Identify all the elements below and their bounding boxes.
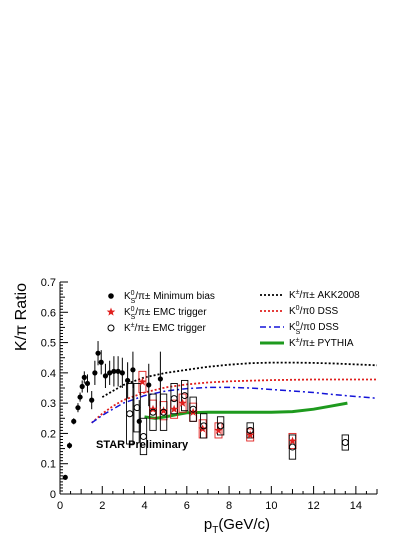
data-point-open-circle xyxy=(217,422,225,430)
legend-label: K0 S/π± Minimum bias xyxy=(124,290,215,305)
x-tick-label: 10 xyxy=(265,500,277,512)
data-point-filled-circle xyxy=(136,418,142,424)
data-point-star xyxy=(159,406,168,415)
data-point-open-circle xyxy=(139,432,147,440)
data-point-star xyxy=(178,398,187,407)
systematic-box xyxy=(138,370,147,393)
curve-dotted-line xyxy=(101,361,378,398)
legend-marker-open-circle xyxy=(107,324,115,332)
y-tick-label: 0.5 xyxy=(41,338,56,350)
systematic-box xyxy=(178,393,187,413)
data-point-filled-circle xyxy=(157,376,163,382)
y-tick-label: 0.1 xyxy=(41,459,56,471)
legend-label: K±/π± EMC trigger xyxy=(124,322,206,334)
y-tick-label: 0 xyxy=(50,489,56,501)
data-point-star xyxy=(169,404,179,413)
data-point-open-circle xyxy=(341,439,349,447)
data-point-filled-circle xyxy=(77,394,83,400)
x-tick-label: 14 xyxy=(350,500,362,512)
data-point-open-circle xyxy=(189,405,197,413)
y-tick-label: 0.2 xyxy=(41,428,56,440)
x-tick-label: 0 xyxy=(57,500,63,512)
systematic-box xyxy=(214,422,223,439)
data-point-filled-circle xyxy=(89,397,95,403)
legend-label: K±/π± PYTHIA xyxy=(289,337,354,349)
data-point-open-circle xyxy=(149,408,157,416)
data-point-filled-circle xyxy=(102,373,109,379)
x-tick-label: 12 xyxy=(307,500,319,512)
y-tick-label: 0.7 xyxy=(41,277,56,289)
x-tick-label: 8 xyxy=(226,500,232,512)
legend-marker-filled-circle xyxy=(108,293,114,299)
curve-solid-line xyxy=(144,401,348,420)
data-point-open-circle xyxy=(133,404,141,412)
y-tick-label: 0.6 xyxy=(41,307,56,319)
data-point-filled-circle xyxy=(62,474,68,480)
plot-area: 0 2 4 6 8 10 12 14 0 0.1 0.2 0.3 0.4 0.5 0.6 0.7 pT(GeV/… xyxy=(13,277,378,536)
chart-annotation: STAR Preliminary xyxy=(96,439,189,451)
data-point-open-circle xyxy=(200,422,208,430)
data-point-open-circle xyxy=(246,426,254,434)
legend-label: K0 S/π± EMC trigger xyxy=(124,306,207,321)
data-point-open-circle xyxy=(126,410,134,418)
y-tick-label: 0.4 xyxy=(41,368,56,380)
data-point-filled-circle xyxy=(125,377,131,384)
legend-label: K0 S/π0 DSS xyxy=(289,321,339,336)
legend-marker-star xyxy=(106,307,116,316)
data-point-open-circle xyxy=(160,408,168,416)
data-point-filled-circle xyxy=(71,418,77,424)
data-point-filled-circle xyxy=(81,374,87,380)
data-point-filled-circle xyxy=(79,383,85,390)
data-point-filled-circle xyxy=(75,405,81,411)
data-point-filled-circle xyxy=(111,368,117,374)
data-point-star xyxy=(138,377,147,386)
x-tick-label: 4 xyxy=(141,500,147,512)
data-point-filled-circle xyxy=(107,370,113,376)
x-tick-label: 2 xyxy=(99,500,105,512)
data-point-star xyxy=(214,425,223,434)
data-point-filled-circle xyxy=(146,382,152,388)
curve-dashdot-line xyxy=(91,386,378,424)
legend-label: K0/π0 DSS xyxy=(289,305,338,317)
data-point-filled-circle xyxy=(66,442,73,449)
data-point-open-circle xyxy=(181,392,189,400)
data-point-filled-circle xyxy=(92,370,98,376)
data-point-star xyxy=(288,436,297,445)
data-point-filled-circle xyxy=(115,368,121,374)
data-point-open-circle xyxy=(288,443,296,451)
data-point-filled-circle xyxy=(130,367,136,373)
y-axis-title: K/π Ratio xyxy=(13,283,30,351)
x-axis-title: pT(GeV/c) xyxy=(204,516,270,536)
y-tick-label: 0.3 xyxy=(41,398,56,410)
data-point-filled-circle xyxy=(84,380,91,387)
data-point-open-circle xyxy=(170,395,178,403)
legend-label: K±/π± AKK2008 xyxy=(289,289,360,301)
curve-dotted-line xyxy=(91,378,377,424)
x-tick-label: 6 xyxy=(184,500,190,512)
data-point-filled-circle xyxy=(119,370,125,376)
data-point-filled-circle xyxy=(95,350,101,356)
data-point-filled-circle xyxy=(98,359,104,365)
data-point-star xyxy=(245,430,255,439)
